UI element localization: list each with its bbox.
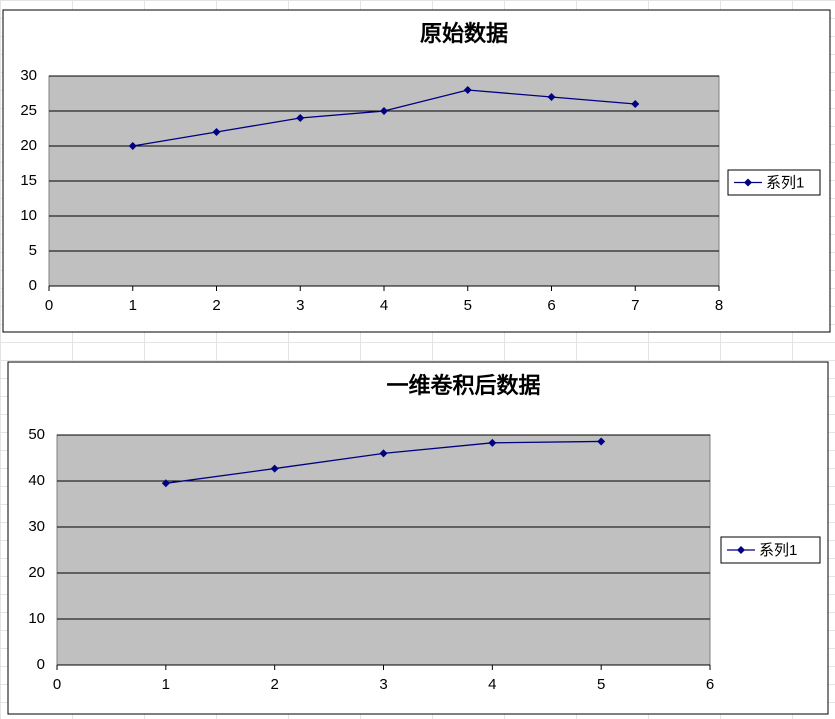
x-tick-label: 0 [45,297,53,314]
point [128,142,137,150]
x-tick-label: 4 [488,676,496,693]
x-tick-label: 2 [212,297,220,314]
x-tick-label: 3 [296,297,304,314]
y-tick-label: 5 [29,242,37,259]
y-tick-label: 10 [28,610,45,627]
legend-marker [744,178,752,187]
plot-area [56,434,711,666]
x-tick-label: 2 [270,676,278,693]
legend-label: 系列1 [759,542,797,559]
point [597,437,606,446]
y-tick-label: 15 [20,172,37,189]
point [161,479,170,488]
x-tick-label: 1 [162,676,170,693]
point [631,100,640,108]
y-tick-label: 20 [28,564,45,581]
x-tick-label: 1 [129,297,137,314]
x-tick-label: 7 [631,297,639,314]
x-tick-label: 4 [380,297,388,314]
y-tick-label: 10 [20,207,37,224]
x-tick-label: 0 [53,676,61,693]
y-tick-label: 25 [20,102,37,119]
y-tick-label: 0 [37,656,45,673]
point [547,93,556,101]
point [463,86,472,94]
x-tick-label: 6 [547,297,555,314]
point [296,114,305,122]
x-tick-label: 6 [706,676,714,693]
y-tick-label: 20 [20,137,37,154]
point [212,128,221,136]
y-tick-label: 0 [29,277,37,294]
y-tick-label: 50 [28,426,45,443]
point [380,107,388,115]
chart-title: 原始数据 [420,21,508,46]
point [270,464,279,473]
x-tick-label: 5 [464,297,472,314]
y-tick-label: 30 [28,518,45,535]
point [379,449,388,458]
legend-label: 系列1 [766,174,804,191]
chart-title: 一维卷积后数据 [386,373,540,398]
x-tick-label: 8 [715,297,723,314]
x-tick-label: 3 [379,676,387,693]
y-tick-label: 30 [20,67,37,84]
x-tick-label: 5 [597,676,605,693]
legend-marker [737,546,745,554]
y-tick-label: 40 [28,472,45,489]
point [488,438,497,447]
